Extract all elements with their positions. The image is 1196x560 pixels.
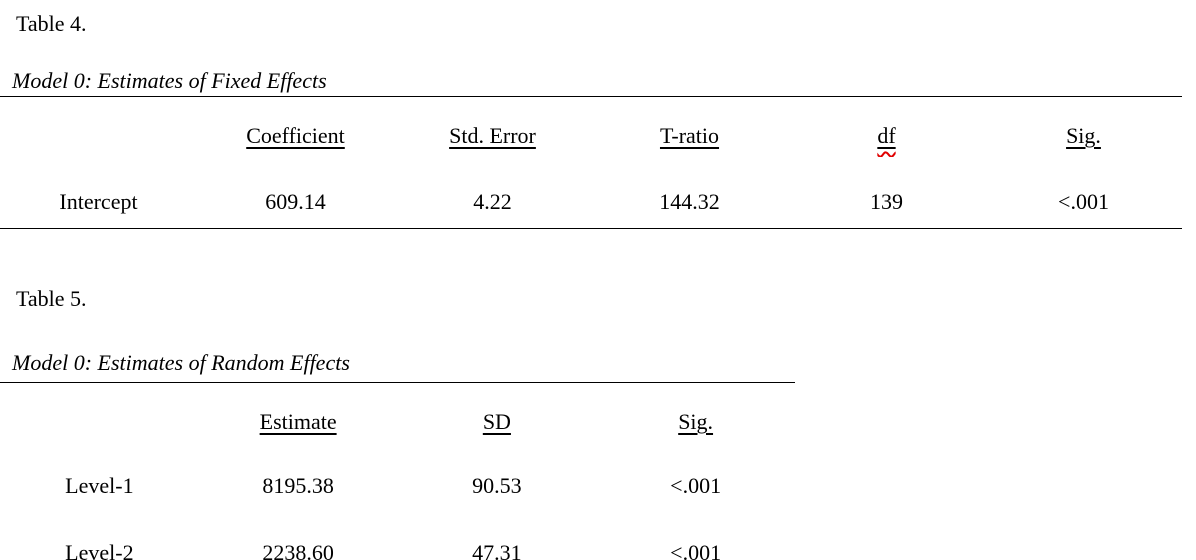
table5-row-level-2: Level-2 2238.60 47.31 <.001 [0,509,795,560]
table4-caption: Model 0: Estimates of Fixed Effects [12,68,327,93]
table5-caption: Model 0: Estimates of Random Effects [12,350,350,375]
cell-row-label-level-2: Level-2 [65,540,134,560]
cell-level-2-sig: <.001 [670,540,722,560]
cell-intercept-coefficient: 609.14 [265,189,326,214]
fixed-effects-table: Coefficient Std. Error T-ratio df Sig. I… [0,96,1182,229]
table4-number-label: Table 4. [16,11,87,36]
header-sd-text: SD [482,409,511,434]
cell-intercept-sig: <.001 [1058,189,1109,214]
table4-header-df: df [788,97,985,158]
table4-header-sig: Sig. [985,97,1182,158]
cell-level-2-estimate: 2238.60 [262,540,334,560]
cell-level-1-estimate: 8195.38 [262,473,334,498]
cell-row-label-intercept: Intercept [59,189,138,214]
cell-level-1-sd: 90.53 [472,473,522,498]
table4-header-t-ratio: T-ratio [591,97,788,158]
header-coefficient-text: Coefficient [246,123,345,148]
cell-level-2-sd: 47.31 [472,540,522,560]
header-df-text: df [877,123,895,148]
table5-header-sd: SD [398,383,597,443]
header-t-ratio-text: T-ratio [659,123,720,148]
table5-header-sig: Sig. [596,383,795,443]
cell-row-label-level-1: Level-1 [65,473,134,498]
spellcheck-flagged-text: df [877,123,896,148]
header-sig-text: Sig. [678,409,714,434]
table4-header-empty [0,97,197,158]
table5-row-level-1: Level-1 8195.38 90.53 <.001 [0,442,795,509]
table5-number-label: Table 5. [16,286,87,311]
table5-header-row: Estimate SD Sig. [0,383,795,443]
cell-intercept-df: 139 [870,189,903,214]
header-estimate-text: Estimate [259,409,337,434]
table5-header-empty [0,383,199,443]
cell-intercept-std-error: 4.22 [473,189,512,214]
table4-header-row: Coefficient Std. Error T-ratio df Sig. [0,97,1182,158]
header-sig-text: Sig. [1066,123,1101,148]
header-std-error-text: Std. Error [449,123,536,148]
table5-header-estimate: Estimate [199,383,398,443]
table4-row-intercept: Intercept 609.14 4.22 144.32 139 <.001 [0,157,1182,229]
table4-header-std-error: Std. Error [394,97,591,158]
cell-intercept-t-ratio: 144.32 [659,189,720,214]
table4-header-coefficient: Coefficient [197,97,394,158]
cell-level-1-sig: <.001 [670,473,722,498]
random-effects-table: Estimate SD Sig. Level-1 8195.38 90.53 <… [0,382,795,560]
